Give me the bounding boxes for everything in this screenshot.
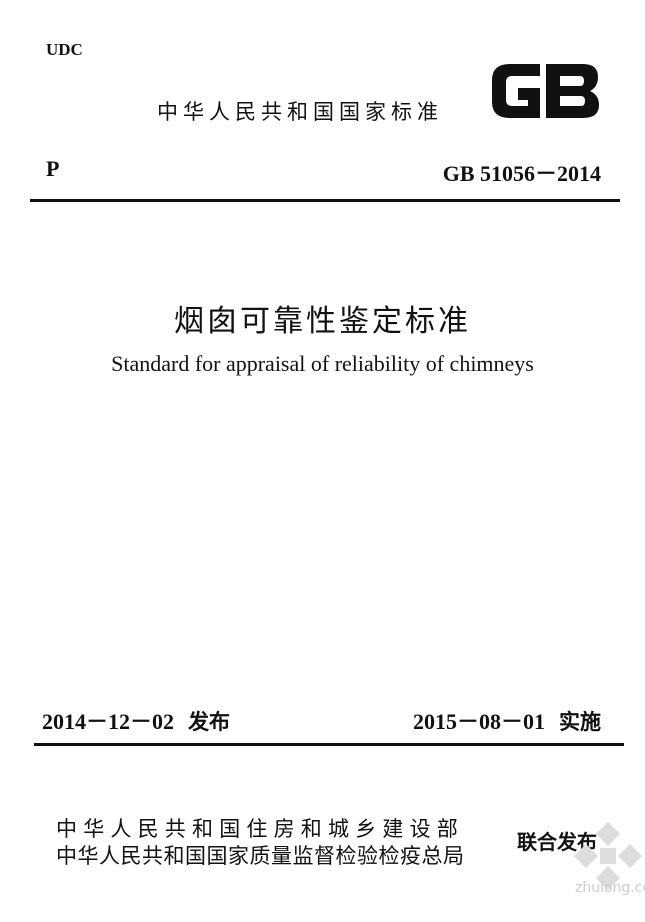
- title-english: Standard for appraisal of reliability of…: [111, 351, 534, 376]
- watermark-text: zhulong.com: [575, 880, 645, 896]
- watermark-logo-icon: [574, 822, 642, 890]
- issue-label: 发布: [188, 710, 231, 734]
- category-code: P: [46, 156, 60, 181]
- implement-date: 2015－08－01: [412, 709, 545, 734]
- implement-label: 实施: [559, 710, 601, 734]
- udc-label: UDC: [46, 40, 83, 59]
- national-standard-heading: 中华人民共和国国家标准: [157, 100, 443, 124]
- top-divider: [30, 199, 620, 202]
- issue-date-block: 2014－12－02 发布: [42, 704, 230, 736]
- gb-logo: [492, 64, 599, 118]
- publisher-aqsiq: 中华人民共和国国家质量监督检验检疫总局: [56, 844, 465, 868]
- issue-date: 2014－12－02: [42, 709, 175, 734]
- standard-number: GB 51056－2014: [442, 161, 601, 186]
- publisher-ministry: 中华人民共和国住房和城乡建设部: [56, 817, 464, 841]
- bottom-divider: [34, 743, 624, 746]
- implement-date-block: 2015－08－01 实施: [413, 704, 601, 736]
- title-chinese: 烟囱可靠性鉴定标准: [174, 304, 471, 339]
